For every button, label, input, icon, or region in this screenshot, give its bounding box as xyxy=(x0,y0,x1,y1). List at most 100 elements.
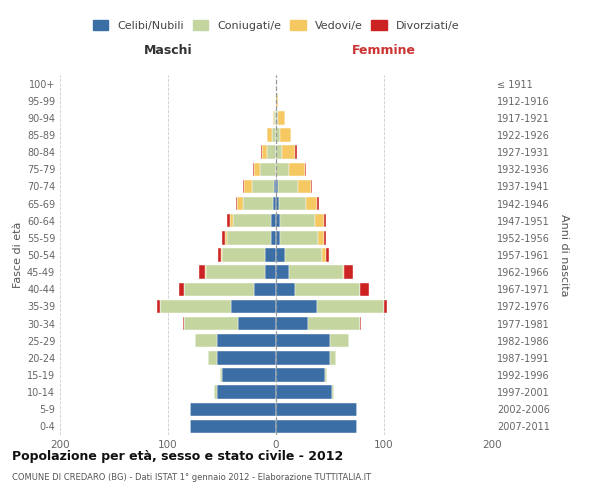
Bar xyxy=(280,214,315,228)
Bar xyxy=(278,180,298,193)
Bar xyxy=(184,317,238,330)
Bar xyxy=(260,162,276,176)
Bar xyxy=(238,317,276,330)
Bar xyxy=(360,317,361,330)
Bar xyxy=(222,368,276,382)
Bar xyxy=(218,248,221,262)
Bar xyxy=(217,334,276,347)
Bar xyxy=(344,266,353,279)
Bar xyxy=(280,231,318,244)
Bar xyxy=(274,180,276,193)
Legend: Celibi/Nubili, Coniugati/e, Vedovi/e, Divorziati/e: Celibi/Nubili, Coniugati/e, Vedovi/e, Di… xyxy=(88,16,464,36)
Bar xyxy=(317,197,319,210)
Bar xyxy=(222,248,265,262)
Bar xyxy=(220,368,222,382)
Bar xyxy=(265,248,276,262)
Bar xyxy=(272,128,276,141)
Bar xyxy=(195,334,217,347)
Bar xyxy=(261,146,262,159)
Bar xyxy=(276,386,332,399)
Bar xyxy=(221,248,222,262)
Bar xyxy=(252,180,274,193)
Bar xyxy=(242,197,273,210)
Bar xyxy=(242,180,244,193)
Text: COMUNE DI CREDARO (BG) - Dati ISTAT 1° gennaio 2012 - Elaborazione TUTTITALIA.IT: COMUNE DI CREDARO (BG) - Dati ISTAT 1° g… xyxy=(12,472,371,482)
Bar xyxy=(254,162,260,176)
Bar xyxy=(205,266,206,279)
Bar xyxy=(315,214,323,228)
Bar xyxy=(276,111,278,124)
Bar xyxy=(190,402,276,416)
Bar xyxy=(276,420,357,433)
Bar xyxy=(298,180,311,193)
Bar xyxy=(230,300,276,313)
Bar xyxy=(217,386,276,399)
Bar xyxy=(227,214,230,228)
Bar xyxy=(233,214,271,228)
Bar xyxy=(326,248,329,262)
Bar xyxy=(236,197,237,210)
Bar xyxy=(323,231,326,244)
Bar xyxy=(322,248,326,262)
Bar xyxy=(273,111,274,124)
Bar xyxy=(332,386,334,399)
Bar xyxy=(157,300,160,313)
Bar xyxy=(276,214,280,228)
Bar xyxy=(276,94,278,108)
Bar xyxy=(276,317,308,330)
Bar xyxy=(360,282,369,296)
Bar xyxy=(295,146,296,159)
Bar xyxy=(206,266,265,279)
Bar xyxy=(384,300,387,313)
Bar xyxy=(274,111,276,124)
Bar xyxy=(214,386,217,399)
Bar xyxy=(330,334,349,347)
Bar xyxy=(230,214,233,228)
Bar xyxy=(276,402,357,416)
Bar xyxy=(183,317,184,330)
Bar xyxy=(279,197,306,210)
Bar xyxy=(268,128,272,141)
Bar xyxy=(318,231,323,244)
Bar xyxy=(306,197,317,210)
Bar xyxy=(276,300,317,313)
Bar xyxy=(323,214,326,228)
Text: Femmine: Femmine xyxy=(352,44,416,58)
Bar xyxy=(330,351,337,364)
Bar xyxy=(325,368,327,382)
Bar xyxy=(305,162,306,176)
Bar xyxy=(271,231,276,244)
Bar xyxy=(227,231,271,244)
Bar xyxy=(237,197,242,210)
Bar xyxy=(276,266,289,279)
Bar xyxy=(184,282,254,296)
Bar xyxy=(276,128,280,141)
Bar xyxy=(179,282,184,296)
Bar xyxy=(278,111,284,124)
Bar xyxy=(160,300,230,313)
Bar xyxy=(276,334,330,347)
Bar xyxy=(284,248,322,262)
Bar xyxy=(268,146,276,159)
Bar xyxy=(262,146,268,159)
Bar xyxy=(190,420,276,433)
Bar xyxy=(276,162,289,176)
Bar xyxy=(271,214,276,228)
Bar xyxy=(253,162,254,176)
Bar xyxy=(276,248,284,262)
Bar xyxy=(199,266,205,279)
Bar xyxy=(273,197,276,210)
Y-axis label: Anni di nascita: Anni di nascita xyxy=(559,214,569,296)
Bar xyxy=(280,128,291,141)
Bar xyxy=(343,266,344,279)
Bar xyxy=(276,197,279,210)
Bar xyxy=(276,146,283,159)
Text: Maschi: Maschi xyxy=(143,44,193,58)
Bar xyxy=(295,282,360,296)
Bar xyxy=(225,231,227,244)
Bar xyxy=(317,300,384,313)
Bar xyxy=(289,266,343,279)
Bar xyxy=(244,180,252,193)
Y-axis label: Fasce di età: Fasce di età xyxy=(13,222,23,288)
Bar xyxy=(276,282,295,296)
